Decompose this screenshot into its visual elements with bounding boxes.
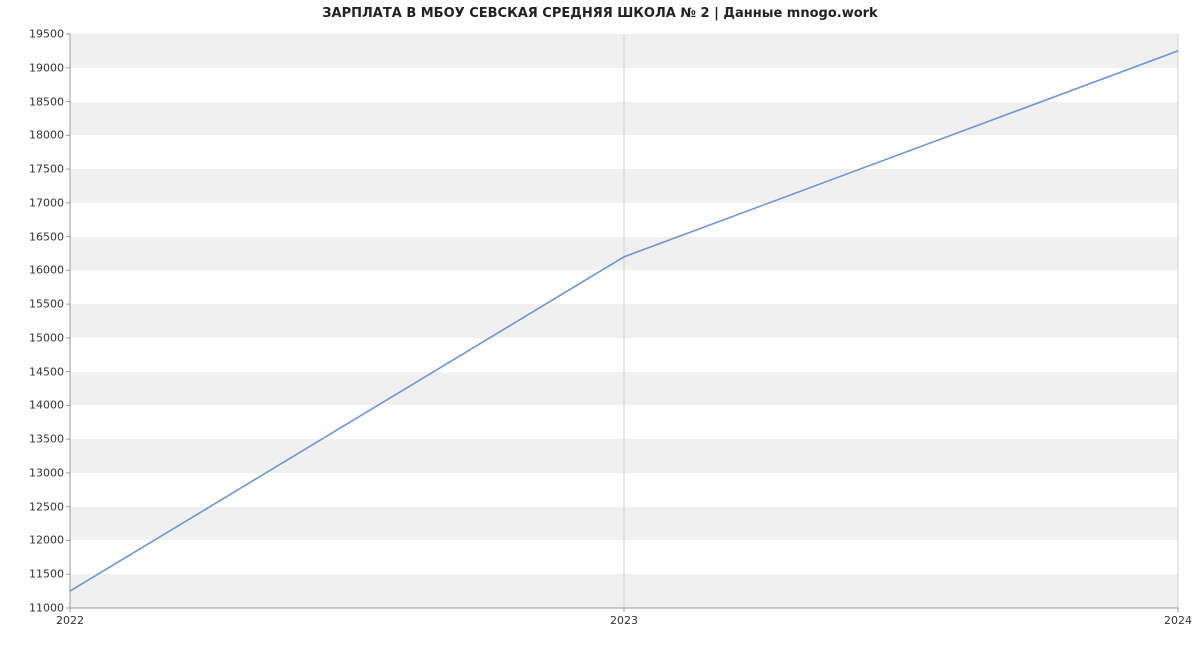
y-tick-label: 19000 [29,61,70,74]
y-tick-label: 16000 [29,264,70,277]
chart-title: ЗАРПЛАТА В МБОУ СЕВСКАЯ СРЕДНЯЯ ШКОЛА № … [0,6,1200,21]
y-tick-label: 18500 [29,95,70,108]
y-tick-label: 12000 [29,534,70,547]
x-tick-label: 2023 [610,608,638,627]
y-tick-label: 13000 [29,466,70,479]
y-tick-label: 15500 [29,298,70,311]
y-tick-label: 14500 [29,365,70,378]
y-tick-label: 18000 [29,129,70,142]
x-tick-label: 2022 [56,608,84,627]
plot-svg [70,34,1178,608]
y-tick-label: 19500 [29,28,70,41]
x-tick-label: 2024 [1164,608,1192,627]
y-tick-label: 17000 [29,196,70,209]
salary-line-chart: ЗАРПЛАТА В МБОУ СЕВСКАЯ СРЕДНЯЯ ШКОЛА № … [0,0,1200,650]
y-tick-label: 12500 [29,500,70,513]
y-tick-label: 13500 [29,433,70,446]
y-tick-label: 15000 [29,331,70,344]
y-tick-label: 17500 [29,163,70,176]
y-tick-label: 11500 [29,568,70,581]
plot-area: 1100011500120001250013000135001400014500… [70,34,1178,608]
y-tick-label: 14000 [29,399,70,412]
y-tick-label: 16500 [29,230,70,243]
